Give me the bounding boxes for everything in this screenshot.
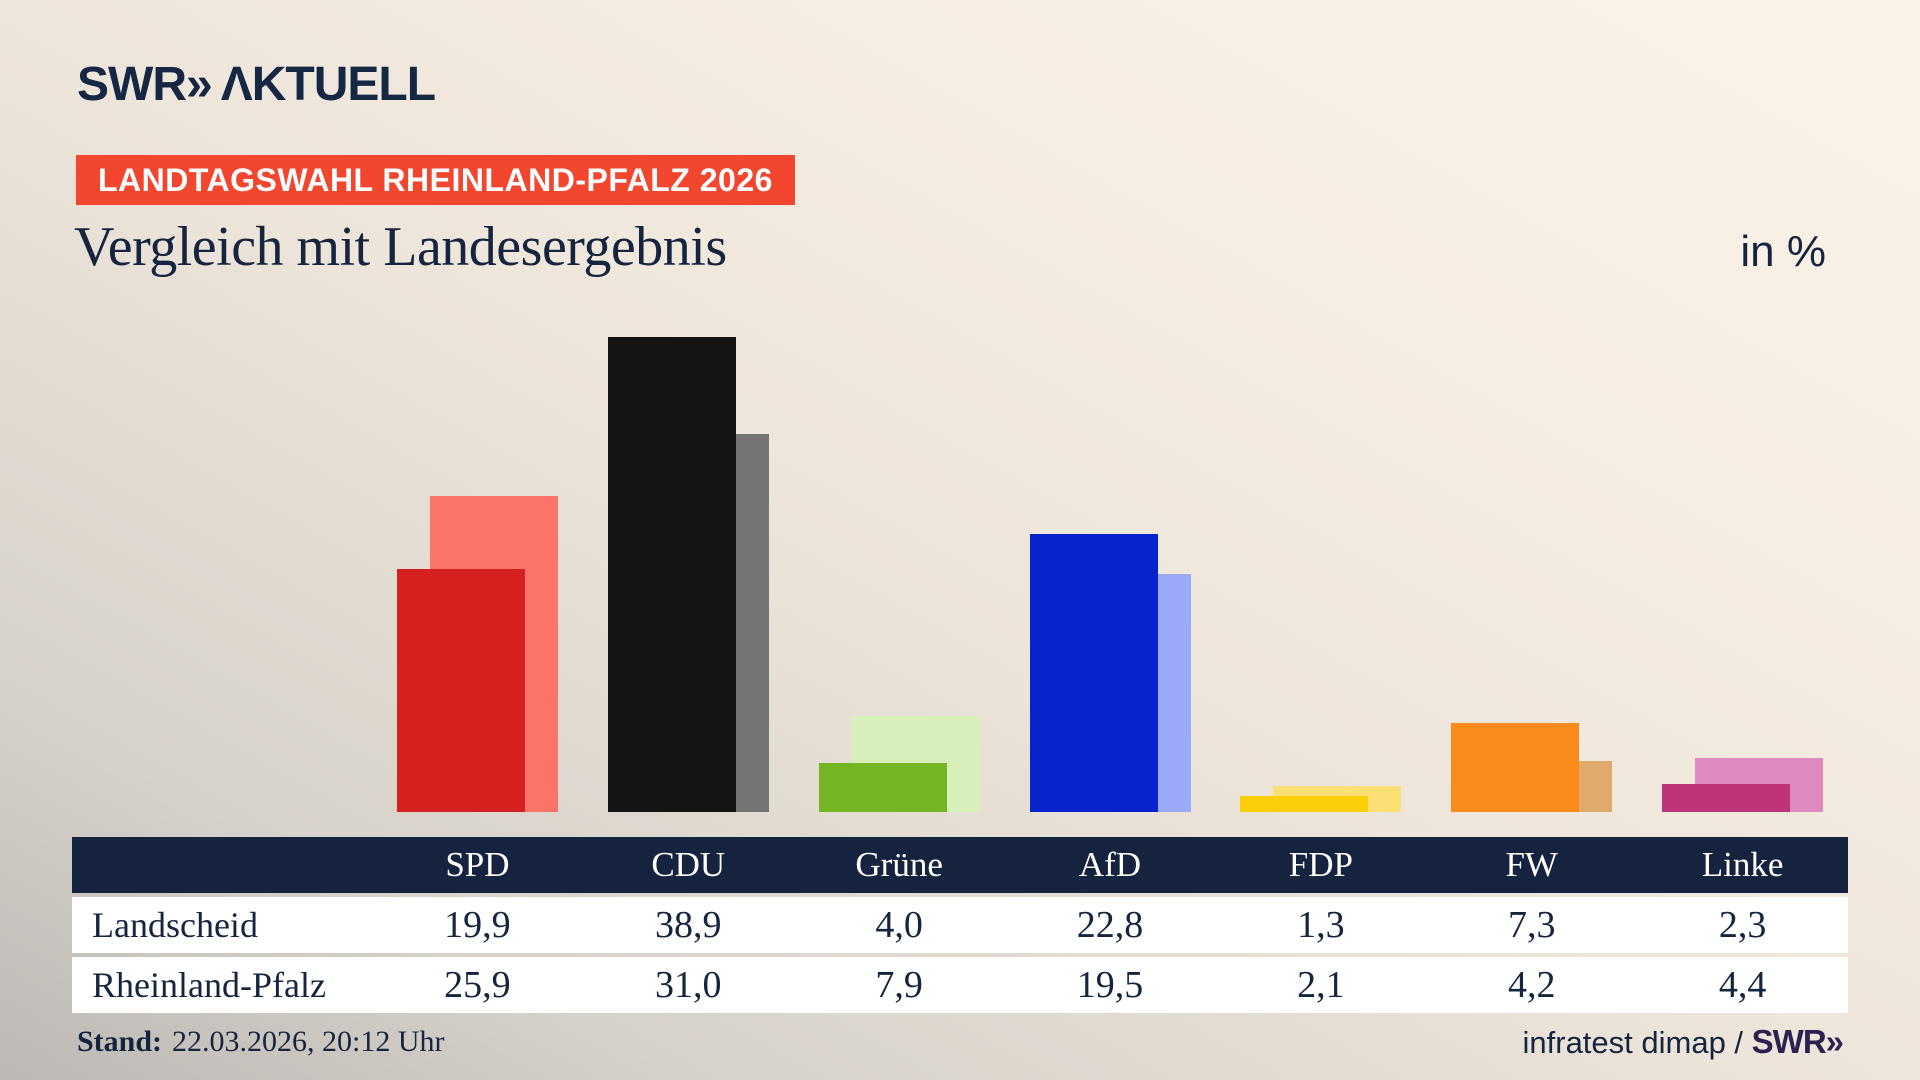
local-bar-Grüne (818, 763, 947, 812)
logo-aktuell-text: ΛKTUELL (220, 58, 436, 111)
header-cell-Grüne: Grüne (855, 845, 943, 884)
local-bar-SPD (396, 569, 525, 812)
local-bar-Linke (1662, 783, 1791, 812)
result-1-cell-Linke: 4,4 (1718, 964, 1767, 1006)
stand-label: Stand: (77, 1025, 163, 1058)
timestamp: Stand: 22.03.2026, 20:12 Uhr (77, 1022, 445, 1062)
result-0-cell-AfD: 22,8 (1076, 904, 1144, 946)
result-1-cell-Grüne: 7,9 (875, 964, 923, 1006)
result-0-cell-FDP: 1,3 (1297, 904, 1345, 946)
result-1-cell-CDU: 31,0 (655, 964, 722, 1006)
result-0-row-label: Landscheid (92, 905, 258, 945)
header-cell-CDU: CDU (651, 845, 726, 884)
unit-label: in % (1740, 227, 1826, 276)
header-cell-FDP: FDP (1288, 845, 1353, 884)
result-0-cell-Grüne: 4,0 (875, 904, 923, 946)
result-1-row: Rheinland-Pfalz 25,9 31,0 7,9 19,5 2,1 4,2 4,4 (72, 957, 1848, 1013)
results-table: SPD CDU Grüne AfD FDP FW Linke Landscheid 19,9 38… (72, 837, 1848, 1017)
result-0-cell-Linke: 2,3 (1718, 904, 1767, 946)
result-1-cell-FW: 4,2 (1507, 964, 1556, 1006)
local-bar-CDU (607, 337, 736, 812)
header-row: SPD CDU Grüne AfD FDP FW Linke (72, 837, 1848, 893)
result-1-cell-FDP: 2,1 (1297, 964, 1345, 1006)
logo-swr-text: SWR (77, 58, 187, 111)
swr-aktuell-logo: SWR» ΛKTUELL (77, 58, 436, 111)
local-bar-AfD (1029, 533, 1158, 812)
result-1-row-label: Rheinland-Pfalz (92, 965, 326, 1005)
page-title: Vergleich mit Landesergebnis (74, 216, 727, 278)
result-1-cell-AfD: 19,5 (1076, 964, 1144, 1006)
stand-value: 22.03.2026, 20:12 Uhr (172, 1025, 445, 1058)
header-cell-FW: FW (1505, 845, 1558, 884)
result-1-cell-SPD: 25,9 (444, 964, 511, 1006)
result-0-cell-SPD: 19,9 (444, 904, 511, 946)
header-cell-SPD: SPD (445, 845, 510, 884)
local-bar-FDP (1240, 796, 1369, 812)
result-0-cell-FW: 7,3 (1507, 904, 1556, 946)
result-0-row: Landscheid 19,9 38,9 4,0 22,8 1,3 7,3 2,3 (72, 897, 1848, 953)
source-credit: infratest dimap / SWR» (1522, 1022, 1845, 1063)
header-cell-Linke: Linke (1701, 845, 1784, 884)
election-badge: LANDTAGSWAHL RHEINLAND-PFALZ 2026 (76, 155, 795, 205)
header-cell-AfD: AfD (1078, 845, 1142, 884)
swr-footer-logo: SWR» (1751, 1023, 1844, 1060)
local-bar-FW (1451, 722, 1580, 812)
result-0-cell-CDU: 38,9 (655, 904, 722, 946)
source-text: infratest dimap / (1522, 1025, 1752, 1060)
